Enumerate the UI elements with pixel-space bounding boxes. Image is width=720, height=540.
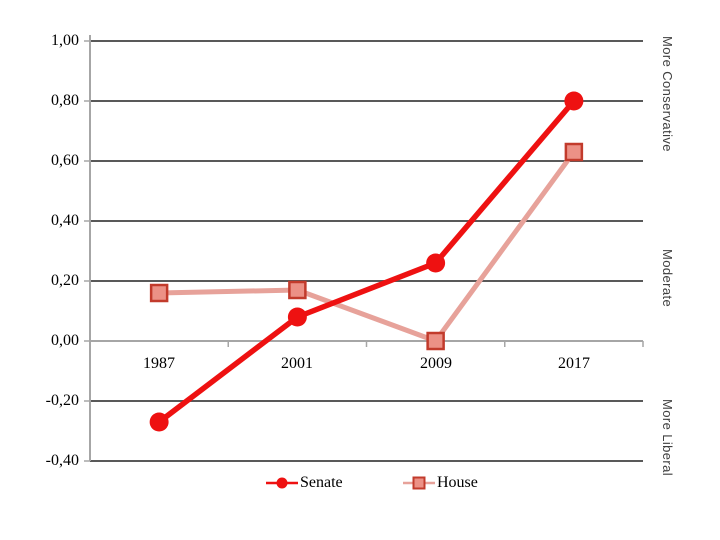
y-tick-label: 0,40 bbox=[51, 212, 79, 229]
y-tick-label: 0,00 bbox=[51, 332, 79, 349]
data-point bbox=[426, 331, 445, 351]
y-tick-label: -0,40 bbox=[45, 452, 79, 469]
y-tick-label: -0,20 bbox=[45, 392, 79, 409]
x-tick-label: 2001 bbox=[281, 355, 313, 372]
right-axis-label-liberal: More Liberal bbox=[660, 399, 675, 477]
y-tick-label: 0,60 bbox=[51, 152, 79, 169]
legend-label-senate: Senate bbox=[300, 474, 343, 491]
series-senate bbox=[149, 91, 584, 432]
data-point bbox=[149, 283, 169, 303]
x-tick-label: 2017 bbox=[558, 355, 590, 372]
y-tick-label: 1,00 bbox=[51, 32, 79, 49]
data-point bbox=[288, 280, 307, 300]
x-tick-label: 2009 bbox=[420, 355, 452, 372]
senate-line-marker-icon bbox=[266, 477, 298, 489]
legend-item-house: House bbox=[403, 473, 478, 493]
legend-label-house: House bbox=[437, 474, 478, 491]
data-point bbox=[564, 91, 584, 111]
data-point bbox=[426, 253, 446, 273]
house-square-marker-icon bbox=[403, 476, 435, 490]
data-point bbox=[287, 307, 307, 327]
legend-item-senate: Senate bbox=[266, 473, 343, 493]
y-tick-label: 0,20 bbox=[51, 272, 79, 289]
data-point bbox=[564, 142, 584, 162]
data-point bbox=[149, 412, 169, 432]
right-axis-label-moderate: Moderate bbox=[660, 249, 675, 308]
series-house bbox=[149, 142, 584, 351]
right-axis-label-conservative: More Conservative bbox=[660, 36, 675, 152]
y-tick-label: 0,80 bbox=[51, 92, 79, 109]
x-tick-label: 1987 bbox=[143, 355, 175, 372]
